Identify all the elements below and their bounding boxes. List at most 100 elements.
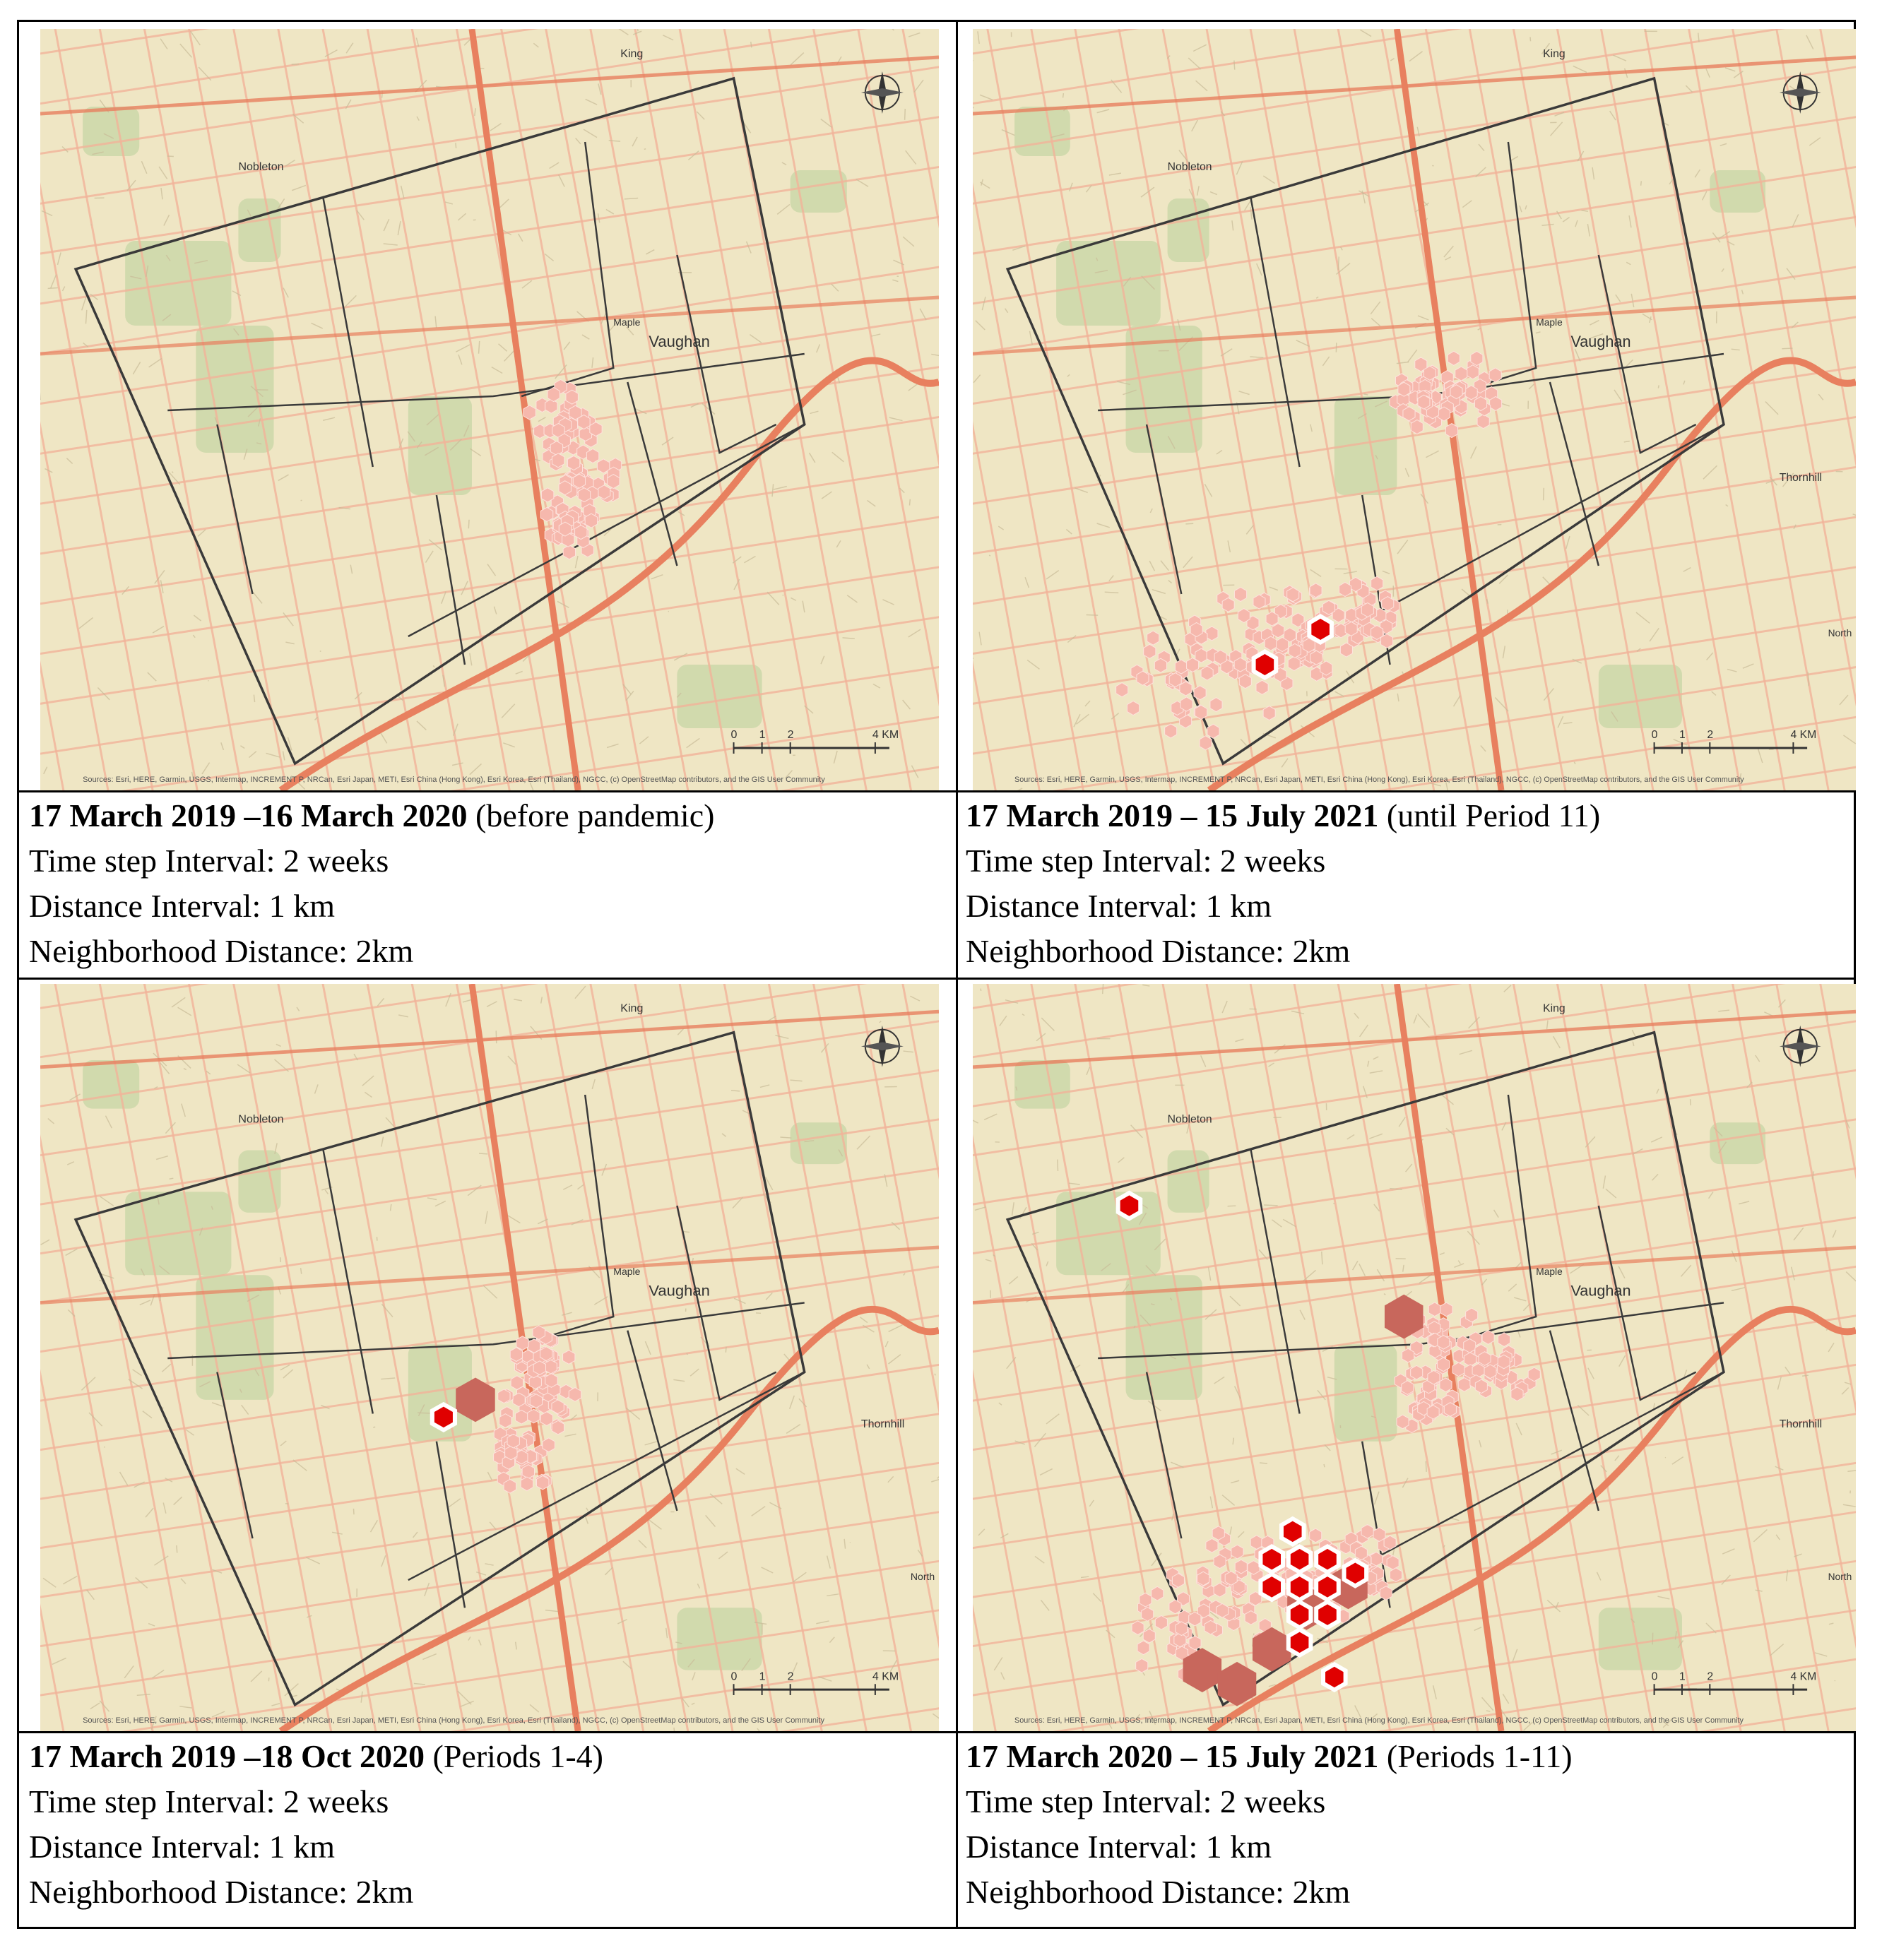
caption-neighborhood: Neighborhood Distance: 2km — [29, 1874, 414, 1910]
caption-panel-1: 17 March 2019 –16 March 2020 (before pan… — [29, 793, 714, 974]
highway-407 — [278, 1305, 939, 1731]
label-maple: Maple — [613, 316, 640, 328]
park-area — [1710, 170, 1766, 213]
subdivision-boundary — [1549, 1330, 1600, 1511]
subdivision-boundary — [322, 1150, 374, 1414]
subdivision-boundary — [676, 254, 777, 454]
label-king: King — [1543, 1002, 1565, 1014]
map-attribution: Sources: Esri, HERE, Garmin, USGS, Inter… — [1014, 776, 1744, 784]
compass-rose-icon — [860, 71, 904, 114]
label-nobleton: Nobleton — [1168, 1113, 1212, 1125]
hotspot-hex-intense — [1346, 1562, 1365, 1584]
figure-grid: King Nobleton Vaughan Maple 0 1 2 4 KM Sources: … — [17, 20, 1856, 1929]
park-area — [1598, 1608, 1682, 1670]
scale-tick-label: 0 — [731, 1671, 738, 1683]
label-king: King — [1543, 48, 1565, 60]
park-area — [1167, 198, 1209, 262]
subdivision-boundary — [1334, 1371, 1724, 1581]
subdivision-boundary — [521, 141, 615, 398]
highway-407 — [1207, 357, 1856, 790]
hotspot-cluster-light — [1463, 1332, 1541, 1402]
highway-400 — [1394, 984, 1505, 1731]
caption-panel-3: 17 March 2019 –18 Oct 2020 (Periods 1-4)… — [29, 1734, 603, 1915]
subdivision-boundary — [408, 1371, 805, 1581]
subdivision-boundary — [1145, 424, 1183, 595]
label-vaughan: Vaughan — [649, 333, 710, 350]
hotspot-hex-intense — [1255, 654, 1274, 675]
subdivision-boundary — [1549, 381, 1600, 566]
subdivision-boundary — [627, 1330, 678, 1511]
caption-distance: Distance Interval: 1 km — [966, 888, 1272, 924]
park-area — [677, 665, 762, 728]
caption-title-note: (Periods 1-11) — [1378, 1738, 1573, 1774]
park-area — [1014, 1059, 1070, 1109]
basemap: King Nobleton Vaughan Maple Thornhill North 0 1… — [40, 984, 939, 1731]
scale-bar: 0 1 2 4 KM — [1652, 729, 1816, 754]
park-area — [1334, 1344, 1397, 1442]
basemap: King Nobleton Vaughan Maple Thornhill North 0 1… — [973, 29, 1856, 790]
hotspot-cluster-light — [540, 487, 598, 560]
scale-tick-label: 2 — [788, 729, 794, 741]
label-maple: Maple — [613, 1266, 640, 1277]
label-vaughan: Vaughan — [1570, 1282, 1630, 1300]
study-area-boundary — [1005, 76, 1725, 766]
highway-407 — [278, 357, 939, 790]
subdivision-boundary — [627, 381, 678, 566]
label-north: North — [1828, 1572, 1852, 1582]
caption-title: 17 March 2020 – 15 July 2021 — [966, 1738, 1379, 1774]
label-vaughan: Vaughan — [1570, 333, 1630, 350]
hotspot-cluster-light — [523, 379, 603, 465]
map-panel-3: King Nobleton Vaughan Maple Thornhill North 0 1… — [40, 984, 939, 1731]
minor-roads — [973, 29, 1856, 790]
caption-title-note: (before pandemic) — [467, 797, 715, 833]
map-panel-1: King Nobleton Vaughan Maple 0 1 2 4 KM Sources: … — [40, 29, 939, 790]
grid-divider-middle — [19, 978, 1854, 980]
scale-tick-label: 2 — [788, 1671, 794, 1683]
caption-panel-4: 17 March 2020 – 15 July 2021 (Periods 1-… — [966, 1734, 1573, 1915]
hotspot-hex-intense — [1262, 1576, 1282, 1598]
hotspot-hex-intense — [434, 1406, 453, 1428]
caption-title: 17 March 2019 –18 Oct 2020 — [29, 1738, 425, 1774]
subdivision-boundary — [1250, 1150, 1301, 1414]
subdivision-boundary — [435, 1441, 466, 1608]
scale-tick-label: 4 KM — [872, 729, 899, 741]
label-king: King — [620, 48, 643, 60]
hotspot-hex-intense — [1283, 1521, 1302, 1543]
park-area — [790, 1122, 847, 1165]
label-maple: Maple — [1536, 316, 1563, 328]
caption-time-step: Time step Interval: 2 weeks — [966, 843, 1326, 879]
caption-neighborhood: Neighborhood Distance: 2km — [29, 933, 414, 969]
caption-time-step: Time step Interval: 2 weeks — [29, 1783, 389, 1819]
scale-tick-label: 4 KM — [1790, 729, 1816, 741]
hotspot-cluster-light — [1131, 1567, 1229, 1682]
map-attribution: Sources: Esri, HERE, Garmin, USGS, Inter… — [1014, 1716, 1744, 1725]
label-thornhill: Thornhill — [861, 1418, 904, 1430]
scale-tick-label: 2 — [1707, 729, 1713, 741]
park-area — [1167, 1150, 1209, 1213]
park-area — [677, 1608, 762, 1670]
scale-tick-label: 1 — [759, 729, 766, 741]
park-area — [83, 1059, 140, 1109]
scale-bar: 0 1 2 4 KM — [1652, 1670, 1816, 1695]
caption-title: 17 March 2019 –16 March 2020 — [29, 797, 468, 833]
scale-bar: 0 1 2 4 KM — [731, 729, 899, 754]
scale-tick-label: 4 KM — [872, 1671, 899, 1683]
label-north: North — [1828, 627, 1852, 639]
scale-tick-label: 4 KM — [1790, 1670, 1816, 1682]
caption-distance: Distance Interval: 1 km — [29, 888, 336, 924]
caption-title-note: (Periods 1-4) — [425, 1738, 603, 1774]
subdivision-boundary — [216, 424, 254, 595]
subdivision-boundary — [322, 198, 374, 468]
minor-roads — [973, 984, 1856, 1731]
park-area — [1334, 396, 1397, 495]
scale-tick-label: 2 — [1707, 1670, 1713, 1682]
caption-title: 17 March 2019 – 15 July 2021 — [966, 797, 1379, 833]
compass-rose-icon — [860, 1025, 904, 1067]
subdivision-boundary — [1334, 423, 1724, 638]
map-panel-2: King Nobleton Vaughan Maple Thornhill North 0 1… — [973, 29, 1856, 790]
map-attribution: Sources: Esri, HERE, Garmin, USGS, Inter… — [83, 1716, 824, 1725]
scale-tick-label: 0 — [731, 729, 738, 741]
hotspot-hex-intense — [1318, 1576, 1337, 1598]
label-thornhill: Thornhill — [1780, 1418, 1822, 1430]
scale-tick-label: 0 — [1652, 729, 1658, 741]
